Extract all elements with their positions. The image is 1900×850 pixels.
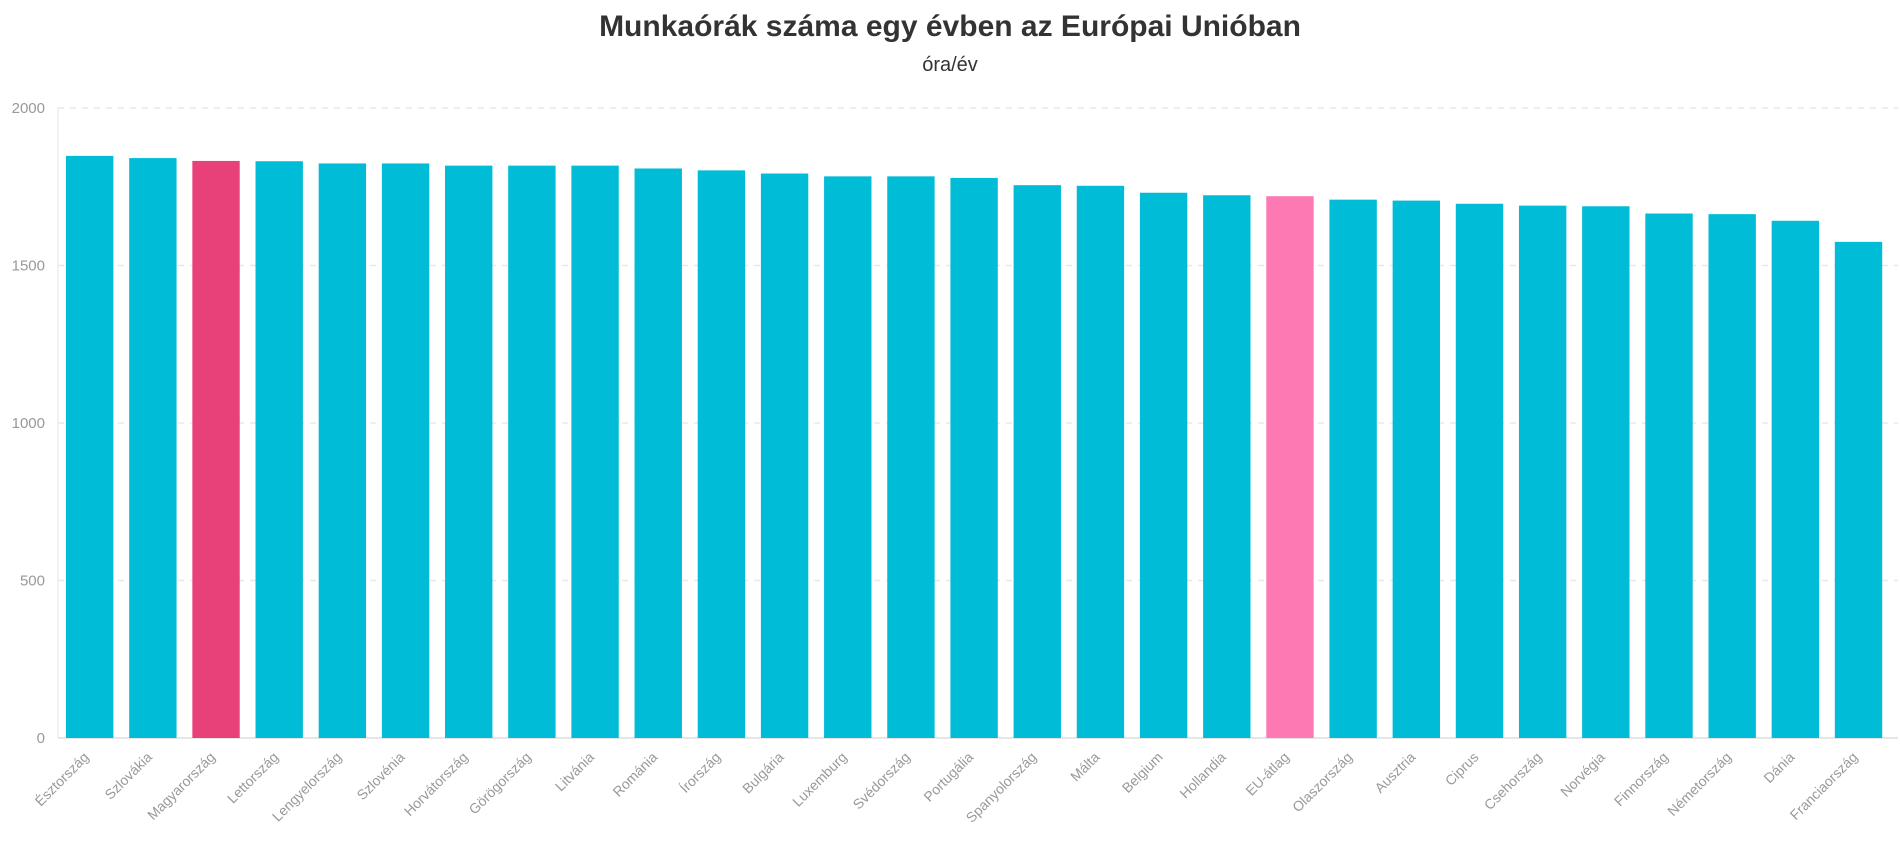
x-tick-label: Ausztria bbox=[1371, 749, 1418, 796]
bar bbox=[1203, 195, 1251, 738]
x-tick-label: Észtország bbox=[32, 749, 92, 809]
bar bbox=[381, 163, 430, 738]
bar bbox=[445, 165, 493, 738]
x-tick-label: Csehország bbox=[1481, 749, 1545, 813]
bar bbox=[1518, 205, 1567, 738]
bar bbox=[1834, 241, 1883, 738]
bar bbox=[950, 177, 998, 738]
x-tick-label: Olaszország bbox=[1289, 749, 1355, 815]
x-tick-label: Németország bbox=[1664, 749, 1734, 819]
x-tick-label: Luxemburg bbox=[789, 749, 850, 810]
bar bbox=[634, 168, 682, 739]
bar bbox=[255, 161, 303, 739]
x-tick-label: Belgium bbox=[1119, 749, 1166, 796]
bar bbox=[760, 173, 809, 738]
chart-title: Munkaórák száma egy évben az Európai Uni… bbox=[599, 10, 1301, 43]
y-tick-label: 1000 bbox=[12, 415, 45, 432]
bar bbox=[1582, 206, 1630, 738]
y-tick-label: 500 bbox=[20, 573, 45, 590]
x-tick-label: Írország bbox=[676, 749, 723, 796]
bar bbox=[1266, 196, 1314, 738]
y-tick-label: 0 bbox=[37, 730, 45, 747]
bar bbox=[129, 158, 177, 738]
bar bbox=[1329, 199, 1377, 739]
bar bbox=[1139, 192, 1188, 739]
bar bbox=[571, 165, 619, 738]
bar bbox=[1076, 185, 1125, 738]
x-tick-label: Bulgária bbox=[739, 749, 787, 797]
bar bbox=[1455, 203, 1504, 738]
x-tick-label: Ciprus bbox=[1442, 749, 1482, 789]
bar bbox=[697, 170, 746, 738]
x-tick-label: Románia bbox=[609, 749, 660, 800]
x-tick-label: Dánia bbox=[1760, 749, 1797, 786]
bar bbox=[1771, 220, 1820, 738]
x-tick-label: Portugália bbox=[920, 749, 976, 805]
x-tick-label: Lettország bbox=[224, 749, 282, 807]
bar bbox=[1013, 185, 1061, 739]
x-tick-label: Franciaország bbox=[1787, 749, 1861, 823]
bar bbox=[1708, 214, 1756, 738]
x-tick-label: EU-átlag bbox=[1242, 749, 1292, 799]
x-tick-label: Szlovénia bbox=[353, 749, 407, 803]
bar bbox=[824, 176, 872, 739]
x-tick-label: Norvégia bbox=[1557, 749, 1608, 800]
y-tick-label: 1500 bbox=[12, 258, 45, 275]
x-tick-label: Litvánia bbox=[552, 749, 598, 795]
bar bbox=[66, 155, 114, 738]
x-tick-label: Görögország bbox=[465, 749, 534, 818]
bar bbox=[318, 163, 367, 738]
x-tick-label: Finnország bbox=[1611, 749, 1671, 809]
x-tick-label: Hollandia bbox=[1176, 749, 1229, 802]
x-tick-label: Horvátország bbox=[401, 749, 471, 819]
x-tick-label: Magyarország bbox=[144, 749, 218, 823]
chart-subtitle: óra/év bbox=[922, 54, 978, 76]
x-tick-label: Málta bbox=[1067, 749, 1103, 785]
bar bbox=[508, 165, 556, 738]
bar bbox=[192, 160, 240, 739]
bar bbox=[1645, 213, 1693, 738]
y-tick-label: 2000 bbox=[12, 100, 45, 117]
bar bbox=[1392, 200, 1440, 739]
bar bbox=[887, 176, 935, 739]
x-tick-label: Svédország bbox=[849, 749, 913, 813]
x-tick-label: Szlovákia bbox=[101, 749, 155, 803]
